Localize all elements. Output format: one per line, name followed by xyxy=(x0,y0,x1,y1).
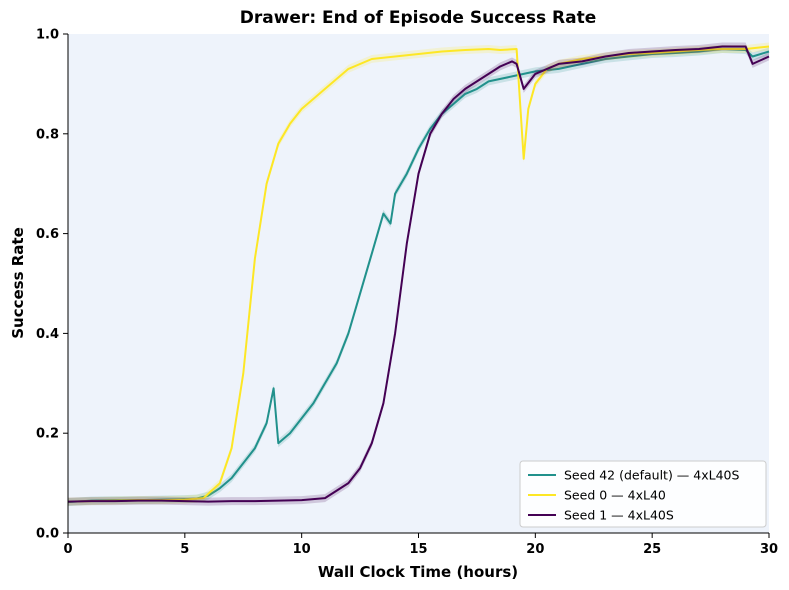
x-tick-label: 0 xyxy=(63,542,72,557)
x-tick-label: 25 xyxy=(643,542,661,557)
legend: Seed 42 (default) — 4xL40S Seed 0 — 4xL40… xyxy=(519,460,767,528)
legend-label-1: Seed 0 — 4xL40 xyxy=(564,488,666,503)
x-tick-label: 5 xyxy=(180,542,189,557)
legend-box xyxy=(519,460,767,528)
x-axis-label: Wall Clock Time (hours) xyxy=(318,563,518,581)
y-tick-label: 0.4 xyxy=(36,327,59,342)
x-tick-label: 20 xyxy=(526,542,544,557)
y-axis-label: Success Rate xyxy=(9,227,27,339)
plot-area xyxy=(68,34,769,533)
series-layer xyxy=(67,42,770,507)
series-line-2 xyxy=(67,45,770,503)
y-tick-label: 0.8 xyxy=(36,127,59,142)
axes: 0 5 10 15 20 25 30 0.0 0.2 0.4 0.6 0.8 1.0 xyxy=(36,28,778,558)
legend-label-0: Seed 42 (default) — 4xL40S xyxy=(564,468,740,483)
x-tick-label: 15 xyxy=(409,542,427,557)
y-tick-label: 0.2 xyxy=(36,427,59,442)
legend-label-2: Seed 1 — 4xL40S xyxy=(564,508,674,523)
x-tick-label: 10 xyxy=(293,542,311,557)
y-tick-label: 0.6 xyxy=(36,227,59,242)
y-tick-label: 0.0 xyxy=(36,527,59,542)
y-tick-label: 1.0 xyxy=(36,28,59,43)
chart-title: Drawer: End of Episode Success Rate xyxy=(240,8,597,28)
x-tick-label: 30 xyxy=(760,542,778,557)
series-line-0 xyxy=(67,48,770,504)
